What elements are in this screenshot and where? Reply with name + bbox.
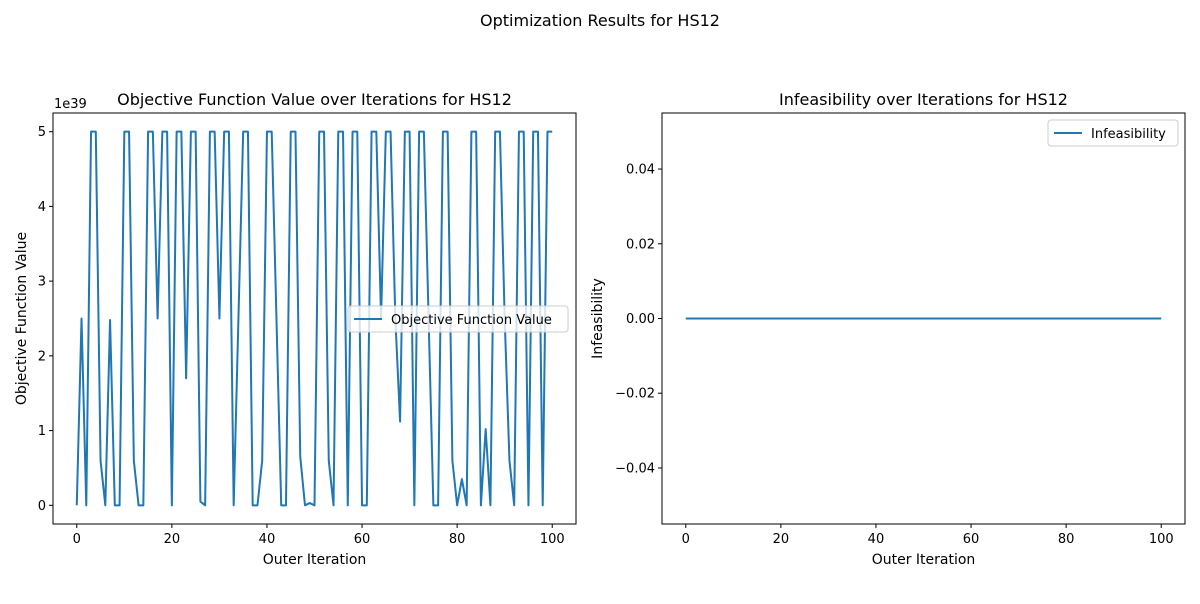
objective-y-tick-label: 5 (38, 125, 46, 140)
objective-xlabel: Outer Iteration (263, 552, 367, 568)
infeasibility-panel: Infeasibility over Iterations for HS12 O… (590, 90, 1186, 568)
objective-series-line (75, 130, 553, 507)
infeasibility-y-tick-label: −0.02 (615, 387, 655, 402)
objective-legend-label: Objective Function Value (391, 313, 552, 328)
infeasibility-title: Infeasibility over Iterations for HS12 (779, 90, 1068, 109)
objective-x-tick-label: 0 (73, 532, 81, 547)
infeasibility-x-tick-label: 100 (1149, 532, 1174, 547)
infeasibility-legend-label: Infeasibility (1091, 127, 1166, 142)
infeasibility-legend-box (1047, 119, 1179, 147)
infeasibility-y-tick-label: −0.04 (615, 461, 655, 476)
objective-offset-label: 1e39 (54, 97, 87, 112)
infeasibility-x-tick-label: 0 (682, 532, 690, 547)
objective-x-tick-label: 60 (354, 532, 371, 547)
infeasibility-x-tick-label: 40 (868, 532, 885, 547)
infeasibility-xlabel: Outer Iteration (872, 552, 976, 568)
objective-x-tick-label: 80 (449, 532, 466, 547)
objective-y-tick-label: 1 (38, 424, 46, 439)
objective-legend: Objective Function Value (347, 305, 569, 333)
objective-x-tick-label: 40 (259, 532, 276, 547)
objective-x-tick-label: 100 (540, 532, 565, 547)
objective-panel: Objective Function Value over Iterations… (14, 90, 577, 568)
objective-legend-box (347, 305, 569, 333)
objective-y-ticks: 0 1 2 3 4 5 (38, 125, 53, 514)
infeasibility-y-tick-label: 0.00 (626, 312, 655, 327)
objective-plot-area (75, 130, 553, 507)
infeasibility-y-tick-label: 0.02 (626, 237, 655, 252)
objective-y-tick-label: 2 (38, 349, 46, 364)
objective-x-tick-label: 20 (164, 532, 181, 547)
infeasibility-x-tick-label: 60 (963, 532, 980, 547)
infeasibility-x-ticks: 0 20 40 60 80 100 (682, 524, 1174, 547)
infeasibility-ylabel: Infeasibility (590, 278, 606, 359)
objective-ylabel: Objective Function Value (14, 232, 30, 405)
infeasibility-y-ticks: −0.04 −0.02 0.00 0.02 0.04 (615, 163, 662, 476)
objective-title: Objective Function Value over Iterations… (117, 90, 512, 109)
objective-y-tick-label: 4 (38, 200, 46, 215)
infeasibility-y-tick-label: 0.04 (626, 163, 655, 178)
objective-y-tick-label: 0 (38, 499, 46, 514)
infeasibility-legend: Infeasibility (1047, 119, 1179, 147)
objective-x-ticks: 0 20 40 60 80 100 (73, 524, 565, 547)
objective-y-tick-label: 3 (38, 275, 46, 290)
objective-plot-frame (52, 112, 577, 525)
infeasibility-x-tick-label: 80 (1058, 532, 1075, 547)
infeasibility-x-tick-label: 20 (773, 532, 790, 547)
figure-suptitle: Optimization Results for HS12 (480, 11, 720, 30)
